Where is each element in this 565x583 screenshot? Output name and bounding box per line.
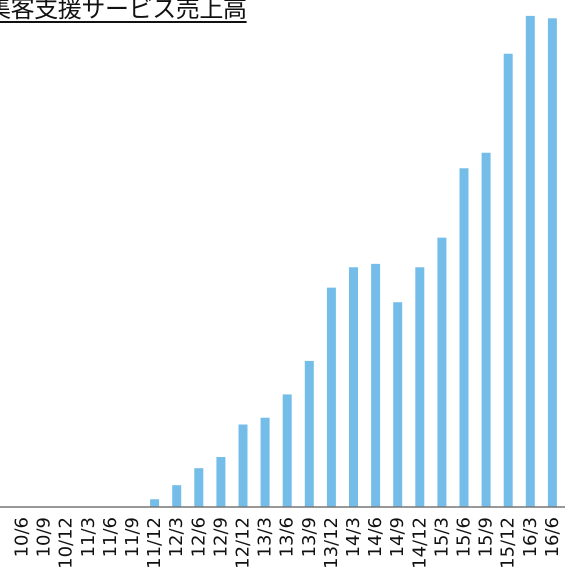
x-tick-label: 12/3 (166, 517, 187, 557)
bar-series (150, 15, 557, 508)
x-tick-label: 15/6 (454, 517, 475, 557)
bar-15-6 (459, 168, 469, 507)
x-tick-label: 15/3 (431, 517, 452, 557)
x-tick-label: 14/6 (365, 517, 386, 557)
bar-14-12 (415, 267, 425, 507)
bar-13-3 (260, 417, 270, 507)
bar-16-3 (525, 15, 535, 507)
x-tick-label: 16/3 (520, 517, 541, 557)
x-tick-label: 10/9 (34, 517, 55, 557)
bar-13-12 (326, 287, 336, 507)
x-tick-label: 14/3 (343, 517, 364, 557)
bar-12-3 (172, 485, 182, 507)
bar-15-12 (503, 53, 513, 508)
bar-14-6 (371, 263, 381, 507)
x-tick-label: 13/6 (277, 517, 298, 557)
bar-14-9 (393, 302, 403, 507)
x-tick-label: 14/12 (409, 517, 430, 569)
bar-16-6 (547, 18, 557, 508)
x-tick-label: 13/9 (299, 517, 320, 557)
x-tick-label: 10/12 (56, 517, 77, 569)
bar-12-12 (238, 424, 248, 507)
x-tick-label: 14/9 (387, 517, 408, 557)
bar-13-6 (282, 394, 292, 507)
x-tick-label: 15/12 (498, 517, 519, 569)
bar-15-3 (437, 237, 447, 507)
x-tick-label: 12/6 (188, 517, 209, 557)
bar-13-9 (304, 360, 314, 507)
x-tick-label: 12/9 (210, 517, 231, 557)
x-tick-labels: 10/6 10/9 10/12 11/3 11/6 11/9 11/12 12/3 12/6 12… (12, 517, 563, 569)
bar-12-6 (194, 468, 204, 507)
x-tick-label: 13/3 (255, 517, 276, 557)
x-tick-label: 12/12 (233, 517, 254, 569)
bar-12-9 (216, 457, 226, 507)
bar-11-12 (150, 499, 160, 507)
x-tick-label: 16/6 (542, 517, 563, 557)
x-tick-label: 10/6 (12, 517, 33, 557)
bar-14-3 (349, 267, 358, 507)
x-tick-label: 11/6 (100, 517, 121, 557)
x-tick-label: 13/12 (321, 517, 342, 569)
x-tick-label: 11/3 (78, 517, 99, 557)
x-tick-label: 15/9 (476, 517, 497, 557)
x-tick-label: 11/12 (144, 517, 165, 569)
x-tick-label: 11/9 (122, 517, 143, 557)
bar-15-9 (481, 152, 491, 508)
chart-title: 集客支援サービス売上高 (0, 0, 247, 23)
